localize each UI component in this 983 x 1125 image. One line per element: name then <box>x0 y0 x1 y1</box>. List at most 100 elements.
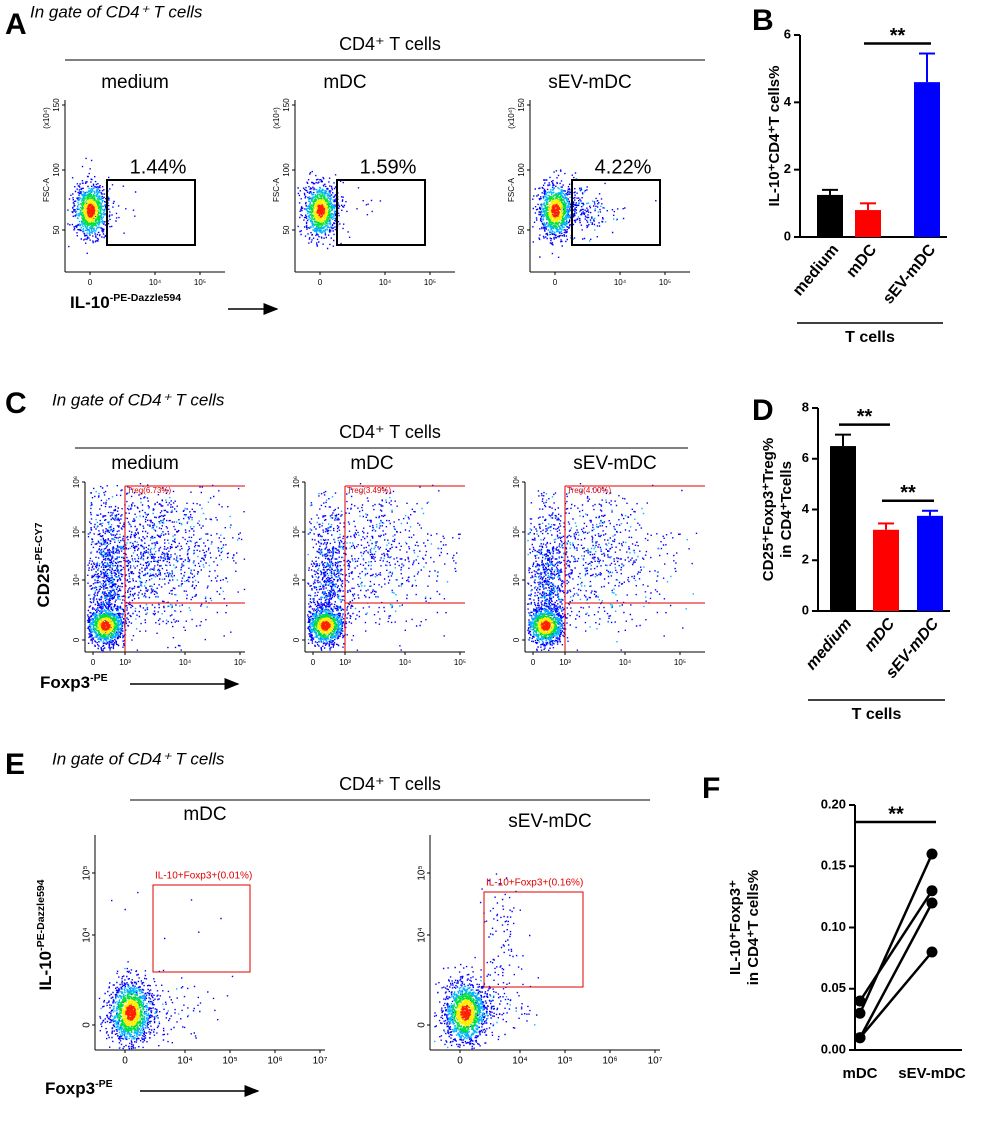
gate-percent: Treg(4.00%) <box>567 486 612 495</box>
x-tick-label: medium <box>790 241 842 299</box>
y-tick-label: 150 <box>282 98 291 112</box>
bar <box>855 210 881 237</box>
event-dots <box>456 998 476 1027</box>
y-axis-label: FSC-A <box>42 177 51 202</box>
y-tick-label: 0 <box>802 602 809 617</box>
y-tick-label: 0.10 <box>821 919 846 934</box>
y-tick-label: 10⁵ <box>72 526 81 538</box>
pair-line <box>859 951 933 1039</box>
bar <box>914 82 940 237</box>
x-tick-label: 10⁴ <box>149 278 162 287</box>
group-label: CD4⁺ T cells <box>339 422 441 442</box>
gate-percent: Treg(6.73%) <box>127 486 172 495</box>
plot-title: medium <box>111 453 179 474</box>
y-axis-label-sup: -PE-Dazzle594 <box>35 879 47 951</box>
significance-label: ** <box>900 482 916 504</box>
y-axis-label: in CD4⁺T cells% <box>745 870 762 985</box>
x-tick-label: 10⁴ <box>399 658 412 667</box>
x-tick-label: 0 <box>457 1056 463 1067</box>
event-dots <box>540 620 551 631</box>
x-tick-label: 10⁶ <box>267 1056 282 1067</box>
y-tick-label: 10⁶ <box>292 476 301 488</box>
x-tick-label: mDC <box>861 615 898 655</box>
panel-letter: D <box>752 394 774 427</box>
point <box>926 897 938 909</box>
y-axis-label-base: CD25 <box>34 564 53 607</box>
y-tick-label: 10⁴ <box>292 573 301 586</box>
y-tick-label: 0 <box>512 637 521 642</box>
plot-title: mDC <box>323 72 366 93</box>
y-tick-label: 10⁴ <box>417 927 428 942</box>
y-tick-label: 10⁵ <box>292 526 301 538</box>
event-dots <box>433 873 539 1050</box>
y-axis-label: FSC-A <box>507 177 516 202</box>
bar <box>817 194 843 237</box>
event-dots <box>545 193 567 228</box>
event-dots <box>547 198 564 223</box>
gate-percent: 1.59% <box>360 156 417 178</box>
y-axis-label: CD25-PE-CY7 <box>33 522 54 607</box>
pair-line <box>858 853 934 1014</box>
y-tick-label: 6 <box>784 26 791 41</box>
x-tick-label: 0 <box>311 658 316 667</box>
y-axis-unit: (x10⁴) <box>42 107 51 129</box>
pair-line <box>858 902 934 1039</box>
x-tick-label: 10³ <box>119 658 131 667</box>
x-tick-label: 10³ <box>339 658 351 667</box>
plot-title: sEV-mDC <box>508 811 591 832</box>
x-tick-label: 10⁵ <box>234 658 246 667</box>
y-tick-label: 100 <box>517 163 526 177</box>
y-tick-label: 10⁶ <box>72 476 81 488</box>
significance-label: ** <box>857 406 873 428</box>
y-tick-label: 0 <box>784 228 791 243</box>
y-tick-label: 100 <box>52 163 61 177</box>
group-label: CD4⁺ T cells <box>339 774 441 794</box>
x-tick-label: 10⁷ <box>313 1056 328 1067</box>
event-dots <box>460 1004 472 1021</box>
event-dots <box>540 178 618 242</box>
group-label: CD4⁺ T cells <box>339 34 441 54</box>
y-axis-unit: (x10⁴) <box>507 107 516 129</box>
group-label: T cells <box>852 706 902 723</box>
y-axis-label: FSC-A <box>272 177 281 202</box>
x-axis-label: Foxp3-PE <box>45 1078 113 1099</box>
y-tick-label: 10⁶ <box>512 476 521 488</box>
gate-percent: 4.22% <box>595 156 652 178</box>
x-tick-label: 10⁴ <box>512 1056 527 1067</box>
plot-title: mDC <box>183 804 226 825</box>
x-tick-label: 0 <box>88 278 93 287</box>
y-tick-label: 4 <box>802 501 810 516</box>
x-tick-label: 10⁴ <box>619 658 632 667</box>
panel-letter: B <box>752 4 774 37</box>
y-tick-label: 0.00 <box>821 1041 846 1056</box>
plot-title: medium <box>101 72 169 93</box>
x-tick-label: 10⁵ <box>194 278 206 287</box>
plot-title: sEV-mDC <box>573 453 656 474</box>
gate <box>152 884 251 973</box>
event-dots <box>121 999 141 1027</box>
event-dots <box>317 617 335 635</box>
y-tick-label: 50 <box>52 225 61 234</box>
y-axis-label: IL-10-PE-Dazzle594 <box>35 879 56 990</box>
y-tick-label: 0 <box>417 1022 428 1028</box>
x-tick-label: 10³ <box>559 658 571 667</box>
x-tick-label: 10⁶ <box>602 1056 617 1067</box>
point <box>926 848 938 860</box>
plot-title: sEV-mDC <box>548 72 631 93</box>
gate-percent: IL-10+Foxp3+(0.01%) <box>155 871 252 882</box>
x-tick-label: 10⁵ <box>659 278 671 287</box>
gate-note: In gate of CD4⁺ T cells <box>30 2 203 21</box>
y-tick-label: 150 <box>52 98 61 112</box>
point <box>926 946 938 958</box>
event-dots <box>537 617 555 635</box>
y-tick-label: 0 <box>72 637 81 642</box>
x-axis-label-sup: -PE <box>95 1078 113 1090</box>
panel-letter: A <box>5 8 27 41</box>
x-tick-label: 10⁵ <box>674 658 686 667</box>
panel-letter: F <box>702 772 720 805</box>
event-dots <box>86 203 96 218</box>
x-tick-label: 0 <box>122 1056 128 1067</box>
y-axis-label-base: IL-10 <box>36 951 55 991</box>
y-tick-label: 10⁴ <box>72 573 81 586</box>
event-dots <box>320 620 331 631</box>
